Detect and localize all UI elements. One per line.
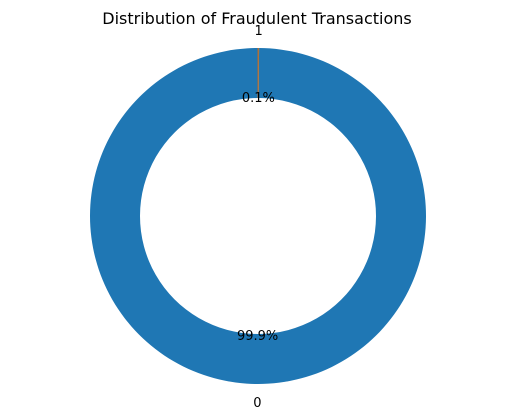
- slice-0: [90, 48, 427, 384]
- percent-label-0: 99.9%: [237, 329, 278, 344]
- donut-labels: 0 99.9% 1 0.1%: [237, 24, 278, 411]
- category-label-1: 1: [254, 24, 262, 39]
- chart-title: Distribution of Fraudulent Transactions: [102, 9, 411, 28]
- donut-slices: [90, 48, 427, 384]
- percent-label-1: 0.1%: [242, 91, 275, 106]
- category-label-0: 0: [253, 396, 261, 411]
